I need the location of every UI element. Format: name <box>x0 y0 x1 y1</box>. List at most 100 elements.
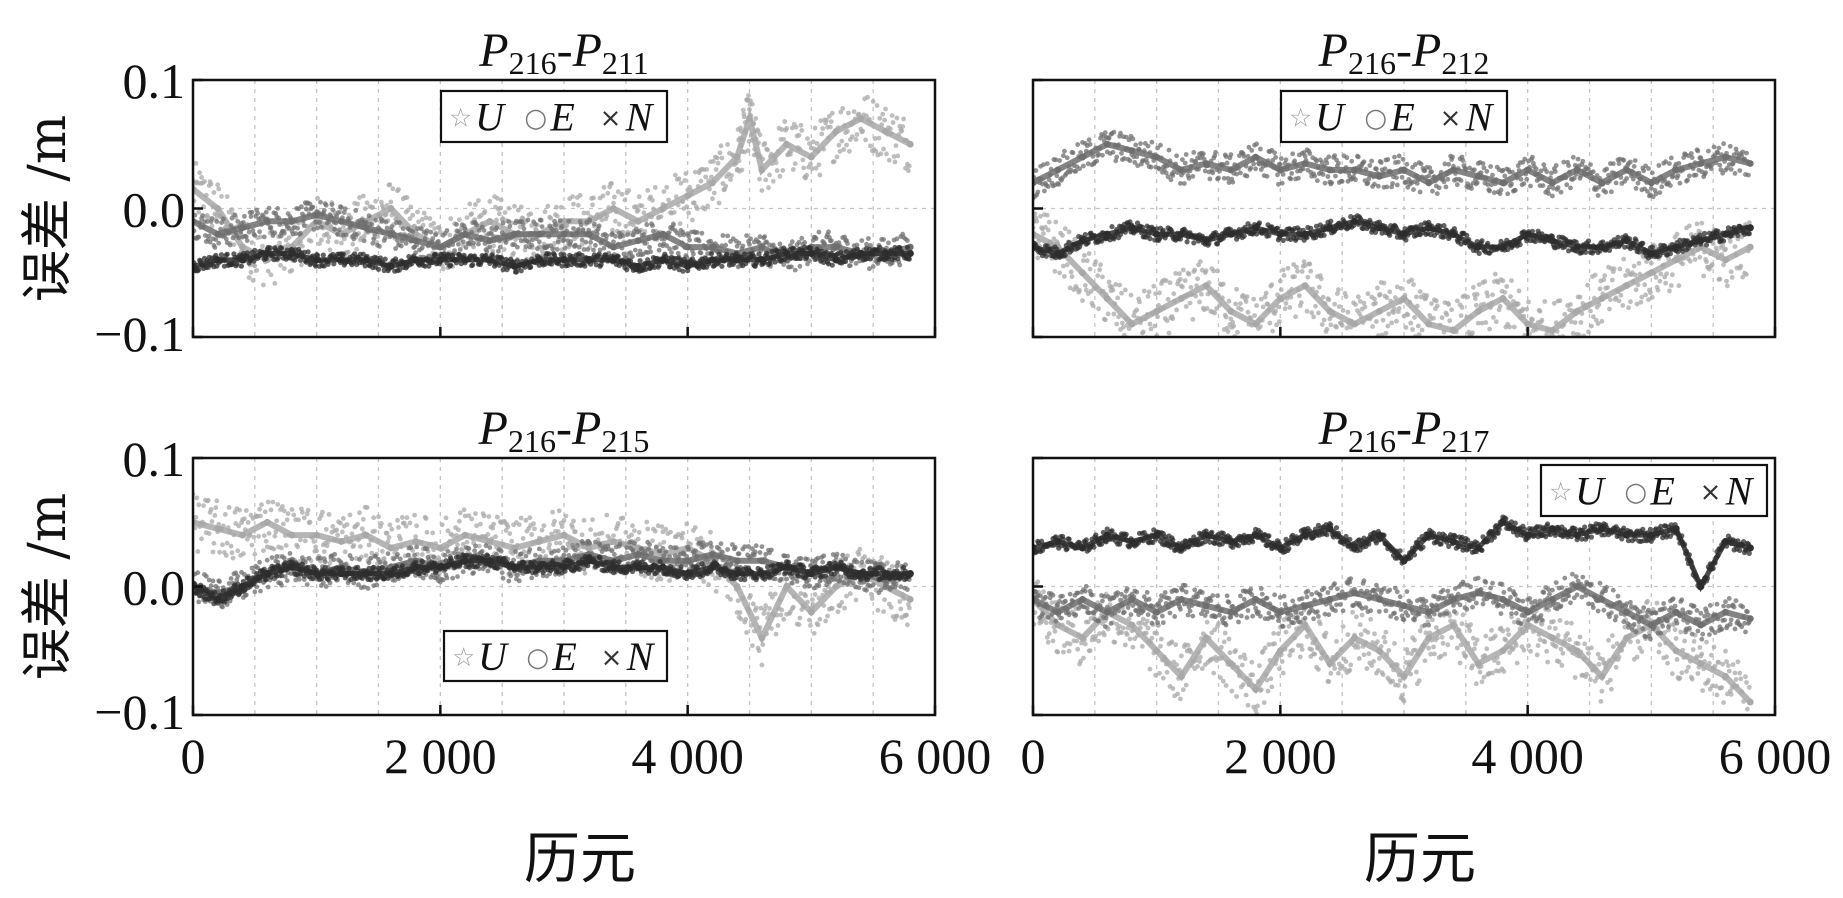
legend-label: E <box>549 95 574 140</box>
data-layer <box>1033 514 1754 715</box>
data-point <box>783 140 790 148</box>
legend-marker-icon: ☆ <box>1549 478 1572 508</box>
data-layer <box>193 491 914 668</box>
series-N <box>193 552 914 607</box>
chart-title: P216-P217 <box>1318 402 1490 459</box>
y-tick-label: 0.0 <box>123 560 186 616</box>
data-point <box>733 557 741 565</box>
legend-label: E <box>1649 469 1674 514</box>
y-tick-label: 0.1 <box>123 431 186 487</box>
legend-marker-icon: ○ <box>524 104 547 134</box>
legend: ☆ U ○ E × N <box>1279 89 1509 144</box>
legend-box <box>1539 463 1769 518</box>
chart-panel-1: 0.1 0.0 −0.1 P216-P211 误差 /m ☆ U ○ E × N <box>18 24 937 362</box>
data-point <box>1549 327 1556 334</box>
x-tick-label: 0 <box>181 728 206 784</box>
legend-label: N <box>625 95 655 140</box>
legend-label: N <box>1465 95 1495 140</box>
series-N <box>1033 514 1754 593</box>
data-point <box>634 237 642 245</box>
data-point <box>1400 673 1408 680</box>
x-tick-label: 2 000 <box>1224 728 1337 784</box>
legend-label: E <box>551 634 576 679</box>
data-point <box>585 544 593 552</box>
legend-box <box>439 89 669 144</box>
x-tick-label: 2 000 <box>384 728 497 784</box>
legend-item-N: × N <box>601 634 656 679</box>
legend-marker-icon: ○ <box>526 643 549 673</box>
series-E <box>1033 571 1754 642</box>
data-point <box>1598 673 1606 680</box>
series-scatter-N <box>193 244 912 275</box>
legend-marker-icon: ☆ <box>452 643 475 673</box>
legend-label: N <box>1725 469 1755 514</box>
chart-panel-2: P216-P212☆ U ○ E × N <box>1031 24 1777 339</box>
chart-panel-3: 0 2 000 4 000 6 000 0.1 0.0 −0.1 P216-P215 误差 /m… <box>18 402 991 892</box>
gridlines <box>1033 80 1775 337</box>
data-point <box>387 544 395 552</box>
legend-marker-icon: × <box>600 104 622 134</box>
legend-label: N <box>626 634 656 679</box>
legend-marker-icon: ☆ <box>1289 104 1312 134</box>
data-point <box>1672 647 1680 655</box>
legend-marker-icon: ☆ <box>449 104 472 134</box>
x-tick-label: 4 000 <box>631 728 744 784</box>
data-point <box>1128 147 1136 155</box>
legend-item-E: ○ E <box>526 634 576 679</box>
data-point <box>1722 256 1729 264</box>
data-point <box>1549 179 1556 187</box>
legend-item-E: ○ E <box>524 95 574 140</box>
legend-item-U: ☆ U <box>449 95 507 140</box>
data-layer <box>1033 129 1754 337</box>
x-tick-label: 6 000 <box>879 728 992 784</box>
x-axis-label: 历元 <box>1364 827 1476 892</box>
series-scatter-N <box>1033 514 1752 591</box>
chart-title: P216-P215 <box>478 402 650 459</box>
chart-title: P216-P211 <box>478 24 648 81</box>
y-tick-label: −0.1 <box>94 684 185 740</box>
legend-marker-icon: × <box>1440 104 1462 134</box>
legend-marker-icon: × <box>601 643 623 673</box>
legend-label: U <box>1575 469 1607 514</box>
data-point <box>906 140 914 148</box>
x-tick-label: 0 <box>1021 728 1046 784</box>
series-scatter-E <box>1033 571 1752 642</box>
legend-item-E: ○ E <box>1364 95 1414 140</box>
y-tick-label: 0.0 <box>123 182 186 238</box>
data-point <box>263 518 271 526</box>
data-point <box>1647 179 1655 187</box>
series-scatter-N <box>193 552 912 607</box>
legend: ☆ U ○ E × N <box>1539 463 1769 518</box>
legend-marker-icon: ○ <box>1624 478 1647 508</box>
series-E <box>1033 129 1754 201</box>
x-axis-label: 历元 <box>524 827 636 892</box>
data-point <box>1227 307 1235 315</box>
data-point <box>1499 647 1507 655</box>
data-point <box>1054 166 1062 174</box>
legend-item-U: ☆ U <box>452 634 510 679</box>
data-point <box>906 249 914 258</box>
legend-item-N: × N <box>1440 95 1495 140</box>
data-point <box>214 205 222 212</box>
data-point <box>807 153 815 161</box>
legend-marker-icon: × <box>1700 478 1722 508</box>
legend-marker-icon: ○ <box>1364 104 1387 134</box>
y-tick-label: −0.1 <box>94 306 185 362</box>
series-E <box>193 199 914 273</box>
legend-label: U <box>478 634 510 679</box>
data-point <box>906 595 914 603</box>
series-N <box>1033 213 1754 261</box>
data-layer <box>193 93 914 288</box>
data-point <box>758 634 766 642</box>
data-point <box>1722 608 1729 616</box>
legend-item-U: ☆ U <box>1289 95 1347 140</box>
data-point <box>1746 698 1754 706</box>
data-point <box>412 538 419 545</box>
legend: ☆ U ○ E × N <box>439 89 669 144</box>
legend-label: U <box>1315 95 1347 140</box>
chart-title: P216-P212 <box>1318 24 1490 81</box>
chart-panel-4: 0 2 000 4 000 6 000 P216-P217 历元 ☆ U ○ E × N <box>1021 402 1832 892</box>
legend-item-N: × N <box>1700 469 1755 514</box>
data-point <box>1375 307 1383 315</box>
